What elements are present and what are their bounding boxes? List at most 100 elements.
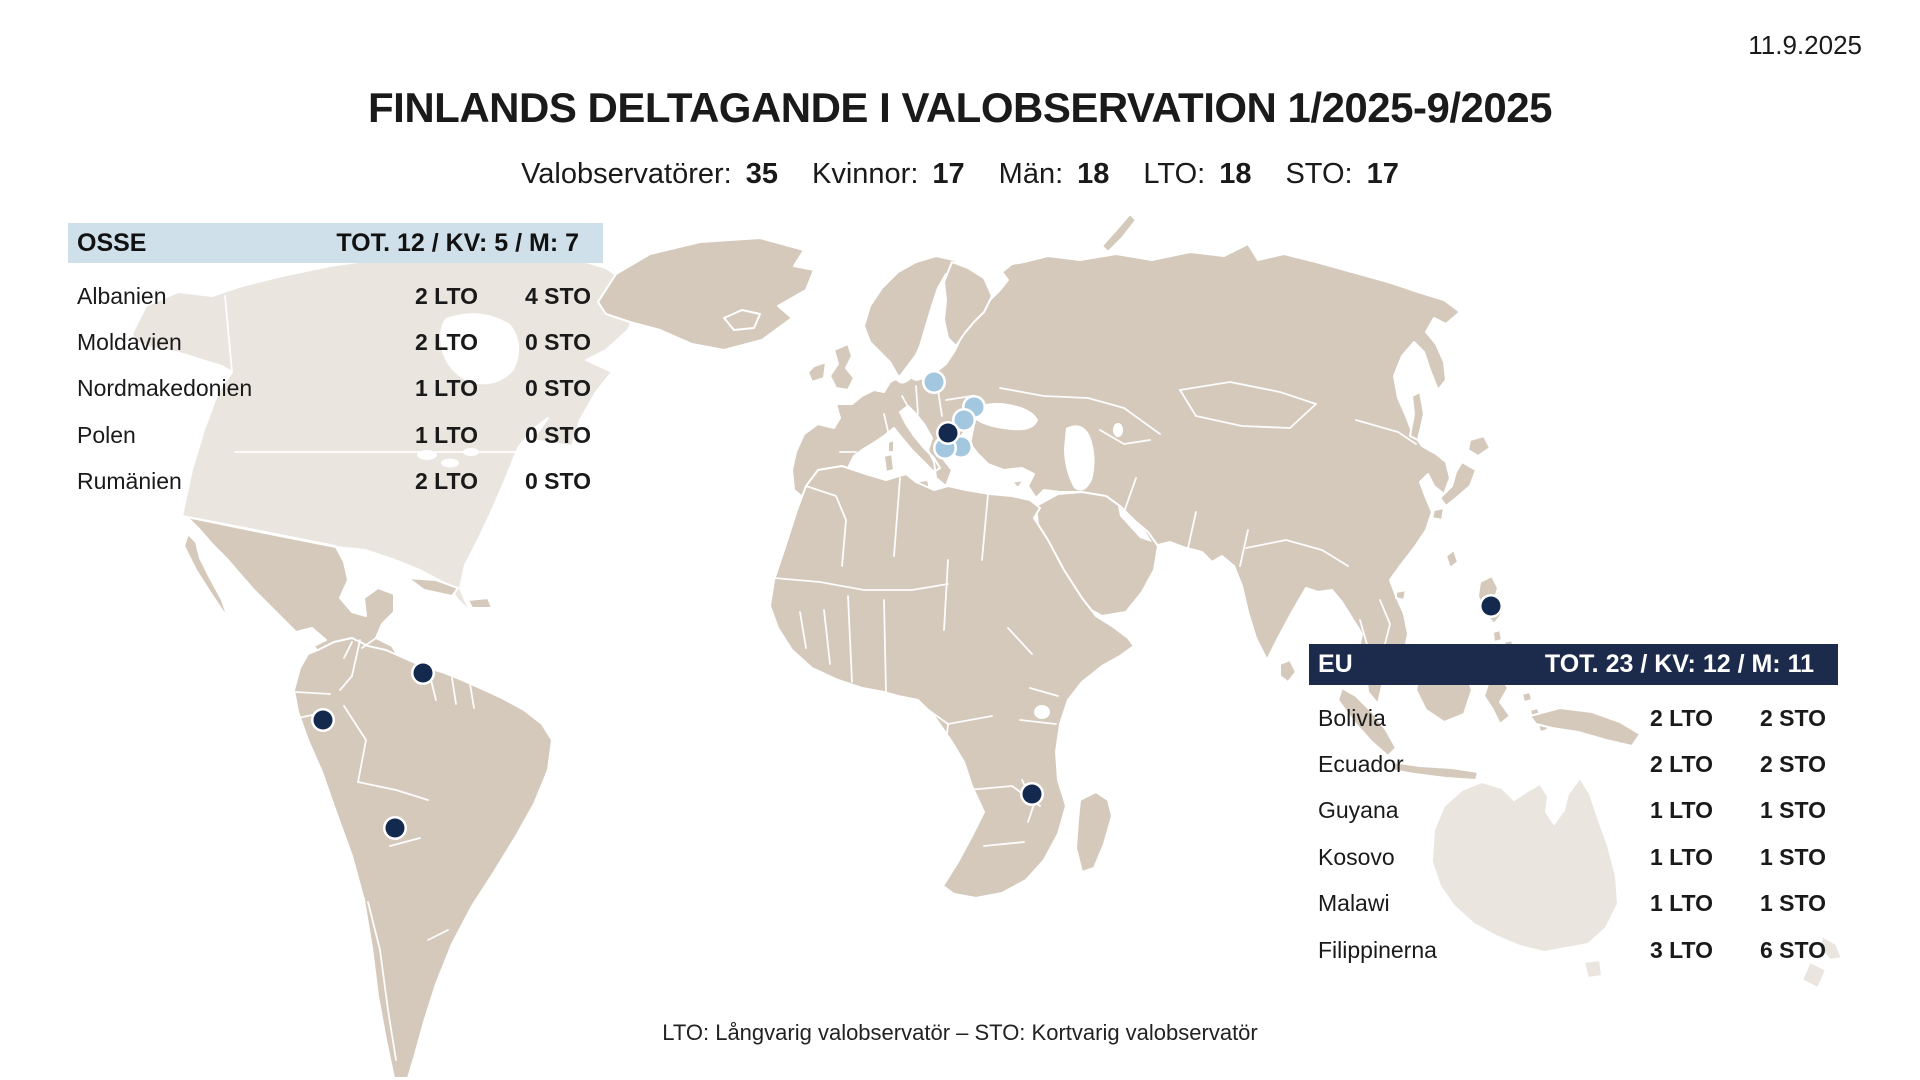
sto-value: 1 STO <box>1759 843 1826 870</box>
osse-rows: Albanien 2 LTO 4 STO Moldavien 2 LTO 0 STO N… <box>68 263 603 505</box>
baltic-sea <box>896 316 940 384</box>
hainan-shape <box>1395 589 1407 601</box>
sto-value: 0 STO <box>524 468 591 495</box>
eu-title: EU <box>1318 650 1353 678</box>
stat-lto: LTO: 18 <box>1143 158 1251 191</box>
country-name: Polen <box>77 421 136 448</box>
stat-label: LTO: <box>1143 158 1206 190</box>
osse-table: OSSE TOT. 12 / KV: 5 / M: 7 Albanien 2 LT… <box>68 223 603 505</box>
table-row: Polen 1 LTO 0 STO <box>68 412 603 458</box>
lto-value: 2 LTO <box>1649 751 1713 778</box>
lake-victoria <box>1034 705 1050 719</box>
eu-rows: Bolivia 2 LTO 2 STO Ecuador 2 LTO 2 STO Guya… <box>1309 685 1838 973</box>
sto-value: 0 STO <box>524 421 591 448</box>
stat-observers: Valobservatörer: 35 <box>521 158 778 191</box>
baja-california-shape <box>183 533 229 619</box>
eu-table: EU TOT. 23 / KV: 12 / M: 11 Bolivia 2 LTO… <box>1309 644 1838 973</box>
country-name: Nordmakedonien <box>77 375 253 402</box>
java-shape <box>1391 761 1479 781</box>
stat-value: 17 <box>1366 158 1399 190</box>
stat-label: Män: <box>998 158 1064 190</box>
country-name: Ecuador <box>1318 751 1404 778</box>
stat-sto: STO: 17 <box>1285 158 1398 191</box>
map-marker[interactable] <box>938 423 958 443</box>
sto-value: 1 STO <box>1759 890 1826 917</box>
sto-value: 1 STO <box>1759 797 1826 824</box>
map-marker[interactable] <box>1481 596 1501 616</box>
continents <box>131 213 1843 1079</box>
stat-value: 18 <box>1219 158 1252 190</box>
great-britain-shape <box>829 343 855 391</box>
great-lakes <box>441 458 459 468</box>
sto-value: 2 STO <box>1759 751 1826 778</box>
country-name: Bolivia <box>1318 704 1386 731</box>
map-marker[interactable] <box>951 437 971 457</box>
legend-footnote: LTO: Långvarig valobservatör – STO: Kort… <box>662 1020 1258 1045</box>
lto-value: 2 LTO <box>414 468 478 495</box>
eu-table-header: EU TOT. 23 / KV: 12 / M: 11 <box>1309 644 1838 685</box>
map-marker[interactable] <box>924 372 944 392</box>
africa-shape <box>769 465 1135 899</box>
stat-value: 18 <box>1077 158 1110 190</box>
lto-value: 2 LTO <box>1649 704 1713 731</box>
table-row: Ecuador 2 LTO 2 STO <box>1309 741 1838 787</box>
australia-shape <box>1431 777 1619 953</box>
sakhalin-shape <box>1409 391 1425 441</box>
south-america-shape <box>293 637 553 1079</box>
black-sea <box>971 402 1038 431</box>
finland-shape <box>943 261 993 347</box>
country-name: Guyana <box>1318 797 1399 824</box>
map-marker[interactable] <box>1022 784 1042 804</box>
osse-summary: TOT. 12 / KV: 5 / M: 7 <box>336 228 579 257</box>
cyprus-shape <box>1011 479 1025 489</box>
lto-value: 1 LTO <box>414 421 478 448</box>
table-row: Guyana 1 LTO 1 STO <box>1309 788 1838 834</box>
table-row: Filippinerna 3 LTO 6 STO <box>1309 927 1838 973</box>
sto-value: 2 STO <box>1759 704 1826 731</box>
country-name: Kosovo <box>1318 843 1395 870</box>
corsica-shape <box>887 439 895 453</box>
aral-sea <box>1113 423 1123 437</box>
country-name: Malawi <box>1318 890 1390 917</box>
lto-value: 1 LTO <box>1649 843 1713 870</box>
lto-value: 1 LTO <box>414 375 478 402</box>
country-name: Filippinerna <box>1318 936 1437 963</box>
country-name: Rumänien <box>77 468 182 495</box>
table-row: Malawi 1 LTO 1 STO <box>1309 881 1838 927</box>
map-marker[interactable] <box>935 438 955 458</box>
map-marker[interactable] <box>954 410 974 430</box>
new-zealand-shape <box>1801 935 1843 989</box>
lto-value: 1 LTO <box>1649 797 1713 824</box>
country-name: Albanien <box>77 282 167 309</box>
stat-label: STO: <box>1285 158 1353 190</box>
table-row: Moldavien 2 LTO 0 STO <box>68 319 603 365</box>
osse-title: OSSE <box>77 228 147 257</box>
ireland-shape <box>807 361 827 383</box>
novaya-zemlya-shape <box>1101 213 1137 253</box>
taiwan-shape <box>1445 549 1459 569</box>
map-marker[interactable] <box>413 663 433 683</box>
map-marker[interactable] <box>313 710 333 730</box>
madagascar-shape <box>1075 791 1113 873</box>
lto-value: 3 LTO <box>1649 936 1713 963</box>
greenland-shape <box>597 237 815 351</box>
stat-label: Valobservatörer: <box>521 158 732 190</box>
stat-women: Kvinnor: 17 <box>812 158 965 191</box>
table-row: Bolivia 2 LTO 2 STO <box>1309 695 1838 741</box>
cuba-shape <box>407 577 459 597</box>
stat-men: Män: 18 <box>999 158 1110 191</box>
country-name: Moldavien <box>77 329 182 356</box>
table-row: Rumänien 2 LTO 0 STO <box>68 459 603 505</box>
persian-gulf <box>1118 506 1152 542</box>
map-marker[interactable] <box>385 818 405 838</box>
scandinavia-shape <box>863 255 967 377</box>
japan-shape <box>1431 435 1491 521</box>
sto-value: 0 STO <box>524 329 591 356</box>
sto-value: 4 STO <box>524 282 591 309</box>
table-row: Nordmakedonien 1 LTO 0 STO <box>68 366 603 412</box>
tasmania-shape <box>1583 959 1603 979</box>
hudson-bay <box>440 313 520 385</box>
